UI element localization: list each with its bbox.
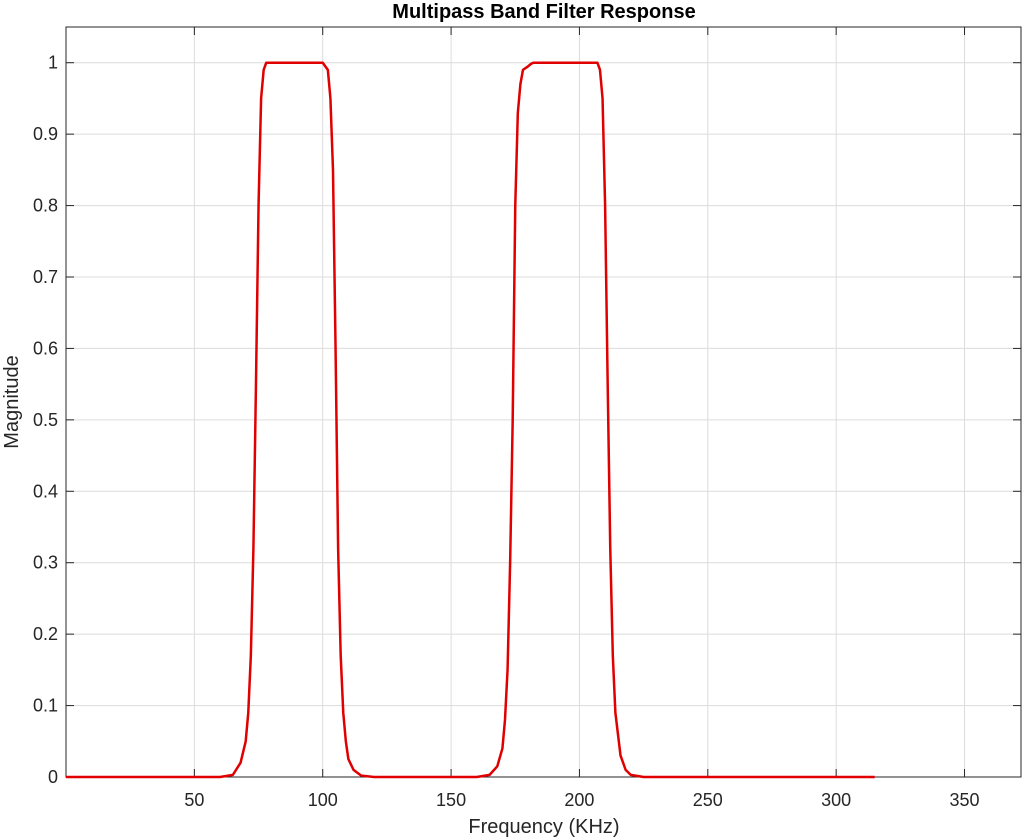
y-tick-label: 0.4 xyxy=(33,481,58,501)
y-tick-label: 0.9 xyxy=(33,124,58,144)
series-line-magnitude xyxy=(66,61,875,779)
y-tick-label: 0.8 xyxy=(33,196,58,216)
plot-area-frame xyxy=(65,26,1022,778)
y-tick-label: 0.6 xyxy=(33,338,58,358)
y-axis-label: Magnitude xyxy=(1,355,23,448)
x-tick-label: 350 xyxy=(949,790,979,810)
y-tick-label: 0.3 xyxy=(33,553,58,573)
x-tick-label: 300 xyxy=(821,790,851,810)
chart-title: Multipass Band Filter Response xyxy=(392,1,695,23)
x-tick-label: 150 xyxy=(436,790,466,810)
x-tick-label: 100 xyxy=(308,790,338,810)
x-tick-label: 50 xyxy=(184,790,204,810)
x-tick-label: 250 xyxy=(693,790,723,810)
y-tick-label: 0.1 xyxy=(33,696,58,716)
y-tick-label: 1 xyxy=(48,53,58,73)
y-tick-label: 0.7 xyxy=(33,267,58,287)
y-tick-label: 0 xyxy=(48,767,58,787)
y-tick-label: 0.5 xyxy=(33,410,58,430)
axis-ticks: 50 100 150 200 250 300 350 0 0.1 0.2 0.3 0.4 0.5 0.6 0… xyxy=(33,27,1021,810)
x-axis-label: Frequency (KHz) xyxy=(468,816,619,838)
x-tick-label: 200 xyxy=(564,790,594,810)
y-tick-label: 0.2 xyxy=(33,624,58,644)
